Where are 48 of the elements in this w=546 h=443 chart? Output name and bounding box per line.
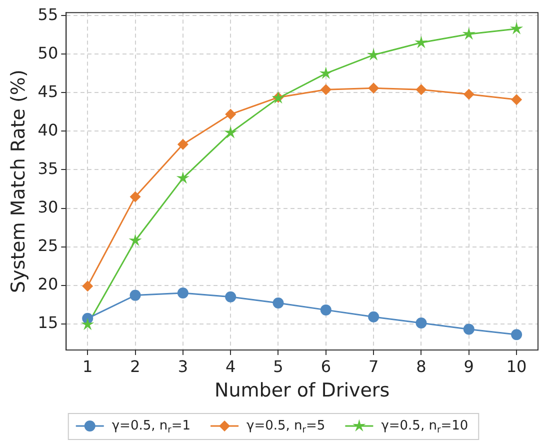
y-tick-label: 20 bbox=[38, 274, 58, 294]
point bbox=[81, 318, 94, 330]
point bbox=[368, 82, 380, 94]
point bbox=[176, 171, 190, 184]
point bbox=[463, 324, 474, 335]
point bbox=[462, 27, 476, 40]
point bbox=[272, 298, 284, 309]
point bbox=[128, 234, 142, 246]
point bbox=[82, 280, 94, 292]
x-tick-label: 2 bbox=[130, 356, 140, 376]
point bbox=[225, 108, 236, 120]
point bbox=[177, 287, 188, 298]
x-tick-label: 8 bbox=[416, 356, 426, 376]
point bbox=[320, 304, 332, 316]
point bbox=[177, 138, 188, 150]
y-axis-title: System Match Rate (%) bbox=[7, 70, 30, 293]
point bbox=[368, 311, 380, 322]
point bbox=[130, 290, 141, 301]
point bbox=[367, 48, 380, 61]
y-tick-label: 50 bbox=[38, 43, 58, 62]
x-tick-label: 3 bbox=[178, 356, 188, 376]
point bbox=[510, 22, 524, 34]
x-tick-label: 7 bbox=[368, 356, 379, 376]
y-tick-label: 55 bbox=[38, 4, 58, 24]
x-tick-label: 4 bbox=[225, 356, 236, 376]
point bbox=[319, 66, 332, 80]
x-axis-title: Number of Drivers bbox=[214, 380, 390, 402]
point bbox=[511, 94, 522, 106]
x-tick-label: 6 bbox=[320, 356, 332, 376]
point bbox=[320, 84, 332, 96]
y-tick-label: 25 bbox=[38, 236, 58, 255]
x-tick-label: 10 bbox=[506, 356, 527, 376]
x-tick-label: 5 bbox=[273, 356, 284, 376]
y-tick-label: 40 bbox=[38, 120, 58, 140]
point bbox=[225, 291, 236, 302]
point bbox=[130, 191, 141, 202]
y-tick-label: 15 bbox=[38, 312, 58, 332]
point bbox=[416, 318, 427, 329]
y-tick-label: 35 bbox=[38, 158, 58, 178]
x-tick-label: 1 bbox=[82, 356, 93, 376]
point bbox=[463, 88, 474, 100]
y-tick-label: 45 bbox=[38, 82, 58, 101]
point bbox=[416, 84, 427, 96]
point bbox=[224, 126, 238, 138]
point bbox=[414, 36, 428, 48]
point bbox=[511, 329, 522, 340]
y-tick-label: 30 bbox=[38, 197, 58, 216]
x-tick-label: 9 bbox=[464, 356, 474, 376]
